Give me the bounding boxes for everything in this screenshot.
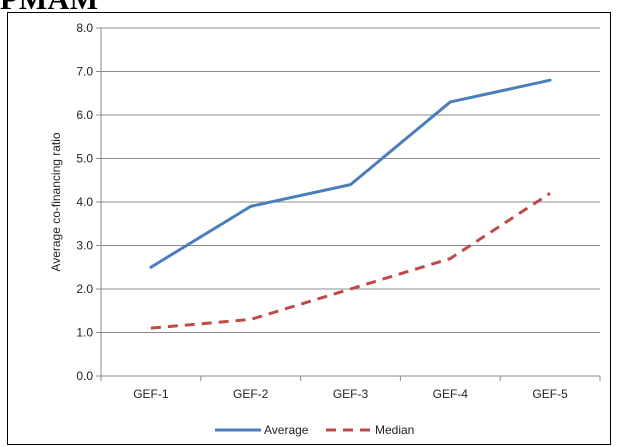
legend: Average Median <box>215 423 414 437</box>
axes <box>96 27 601 381</box>
legend-label-average: Average <box>264 423 309 437</box>
x-tick-label: GEF-3 <box>333 387 369 401</box>
gridlines <box>101 27 600 333</box>
y-tick-label: 2.0 <box>76 282 93 296</box>
y-tick-label: 4.0 <box>76 195 93 209</box>
y-tick-labels: 0.0 1.0 2.0 3.0 4.0 5.0 6.0 7.0 8.0 <box>76 21 93 383</box>
y-tick-label: 1.0 <box>76 326 93 340</box>
x-tick-label: GEF-5 <box>532 387 568 401</box>
legend-label-median: Median <box>375 423 414 437</box>
y-tick-label: 8.0 <box>76 21 93 35</box>
x-tick-labels: GEF-1 GEF-2 GEF-3 GEF-4 GEF-5 <box>133 387 568 401</box>
x-tick-label: GEF-4 <box>433 387 469 401</box>
series-line-median <box>150 192 551 330</box>
y-tick-label: 3.0 <box>76 239 93 253</box>
y-axis-title: Average co-financing ratio <box>49 132 63 272</box>
series-line-average <box>149 78 552 269</box>
y-tick-label: 7.0 <box>76 65 93 79</box>
y-tick-label: 0.0 <box>76 369 93 383</box>
x-tick-label: GEF-1 <box>133 387 169 401</box>
y-tick-label: 6.0 <box>76 108 93 122</box>
chart-frame <box>7 12 611 445</box>
series-lines <box>149 78 552 330</box>
y-tick-label: 5.0 <box>76 152 93 166</box>
x-tick-label: GEF-2 <box>233 387 269 401</box>
